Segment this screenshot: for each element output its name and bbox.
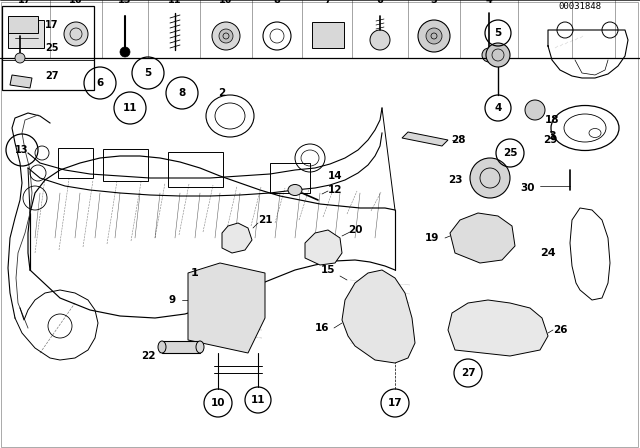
Text: 5: 5 xyxy=(431,0,437,5)
Polygon shape xyxy=(342,270,415,363)
Circle shape xyxy=(219,29,233,43)
Text: 5: 5 xyxy=(145,68,152,78)
Text: 11: 11 xyxy=(168,0,182,5)
Text: 25: 25 xyxy=(503,148,517,158)
Text: 11: 11 xyxy=(123,103,137,113)
Text: 7: 7 xyxy=(324,0,332,5)
Text: 6: 6 xyxy=(376,0,383,5)
Polygon shape xyxy=(448,300,548,356)
Text: 17: 17 xyxy=(19,0,32,5)
Polygon shape xyxy=(10,75,32,88)
Bar xyxy=(58,148,93,178)
Text: 3: 3 xyxy=(548,131,556,141)
Text: 15: 15 xyxy=(321,265,335,275)
Polygon shape xyxy=(305,230,342,265)
Text: 16: 16 xyxy=(315,323,329,333)
Text: 2: 2 xyxy=(218,88,226,98)
Text: 18: 18 xyxy=(545,115,559,125)
Circle shape xyxy=(486,43,510,67)
Text: 12: 12 xyxy=(328,185,342,195)
Text: 21: 21 xyxy=(258,215,272,225)
Text: 16: 16 xyxy=(69,0,83,5)
Text: 5: 5 xyxy=(494,28,502,38)
Text: 1: 1 xyxy=(191,268,199,278)
Ellipse shape xyxy=(288,185,302,195)
Polygon shape xyxy=(450,213,515,263)
Ellipse shape xyxy=(158,341,166,353)
Circle shape xyxy=(120,47,130,57)
Bar xyxy=(103,149,148,181)
Circle shape xyxy=(370,30,390,50)
Text: 4: 4 xyxy=(494,103,502,113)
Circle shape xyxy=(212,22,240,50)
Text: 00031848: 00031848 xyxy=(559,2,602,11)
Bar xyxy=(162,341,200,353)
Text: 17: 17 xyxy=(388,398,403,408)
Circle shape xyxy=(470,158,510,198)
Text: 27: 27 xyxy=(45,71,58,81)
Circle shape xyxy=(64,22,88,46)
Text: 27: 27 xyxy=(461,368,476,378)
Circle shape xyxy=(418,20,450,52)
Circle shape xyxy=(426,28,442,44)
Text: 4: 4 xyxy=(486,0,492,5)
Text: 10: 10 xyxy=(220,0,233,5)
Text: 19: 19 xyxy=(425,233,439,243)
Text: 23: 23 xyxy=(448,175,462,185)
Text: 13: 13 xyxy=(15,145,29,155)
Text: 22: 22 xyxy=(141,351,156,361)
Text: 29: 29 xyxy=(543,135,557,145)
Text: 30: 30 xyxy=(521,183,535,193)
Text: 13: 13 xyxy=(118,0,132,5)
Text: 26: 26 xyxy=(553,325,567,335)
Bar xyxy=(168,152,223,187)
Circle shape xyxy=(482,48,496,62)
Polygon shape xyxy=(222,223,252,253)
Text: 25: 25 xyxy=(45,43,58,53)
Text: 8: 8 xyxy=(179,88,186,98)
Text: 24: 24 xyxy=(540,248,556,258)
Polygon shape xyxy=(402,132,448,146)
Ellipse shape xyxy=(196,341,204,353)
Circle shape xyxy=(525,100,545,120)
Text: 8: 8 xyxy=(273,0,280,5)
Bar xyxy=(2,6,94,90)
Text: 14: 14 xyxy=(328,171,342,181)
Polygon shape xyxy=(8,20,44,48)
Text: 17: 17 xyxy=(45,20,58,30)
Polygon shape xyxy=(312,22,344,48)
Text: 28: 28 xyxy=(451,135,465,145)
Polygon shape xyxy=(8,16,38,33)
Text: 11: 11 xyxy=(251,395,265,405)
Text: 9: 9 xyxy=(168,295,175,305)
Text: 6: 6 xyxy=(97,78,104,88)
Bar xyxy=(270,163,310,193)
Text: 10: 10 xyxy=(211,398,225,408)
Polygon shape xyxy=(188,263,265,353)
Circle shape xyxy=(15,53,25,63)
Text: 20: 20 xyxy=(348,225,362,235)
